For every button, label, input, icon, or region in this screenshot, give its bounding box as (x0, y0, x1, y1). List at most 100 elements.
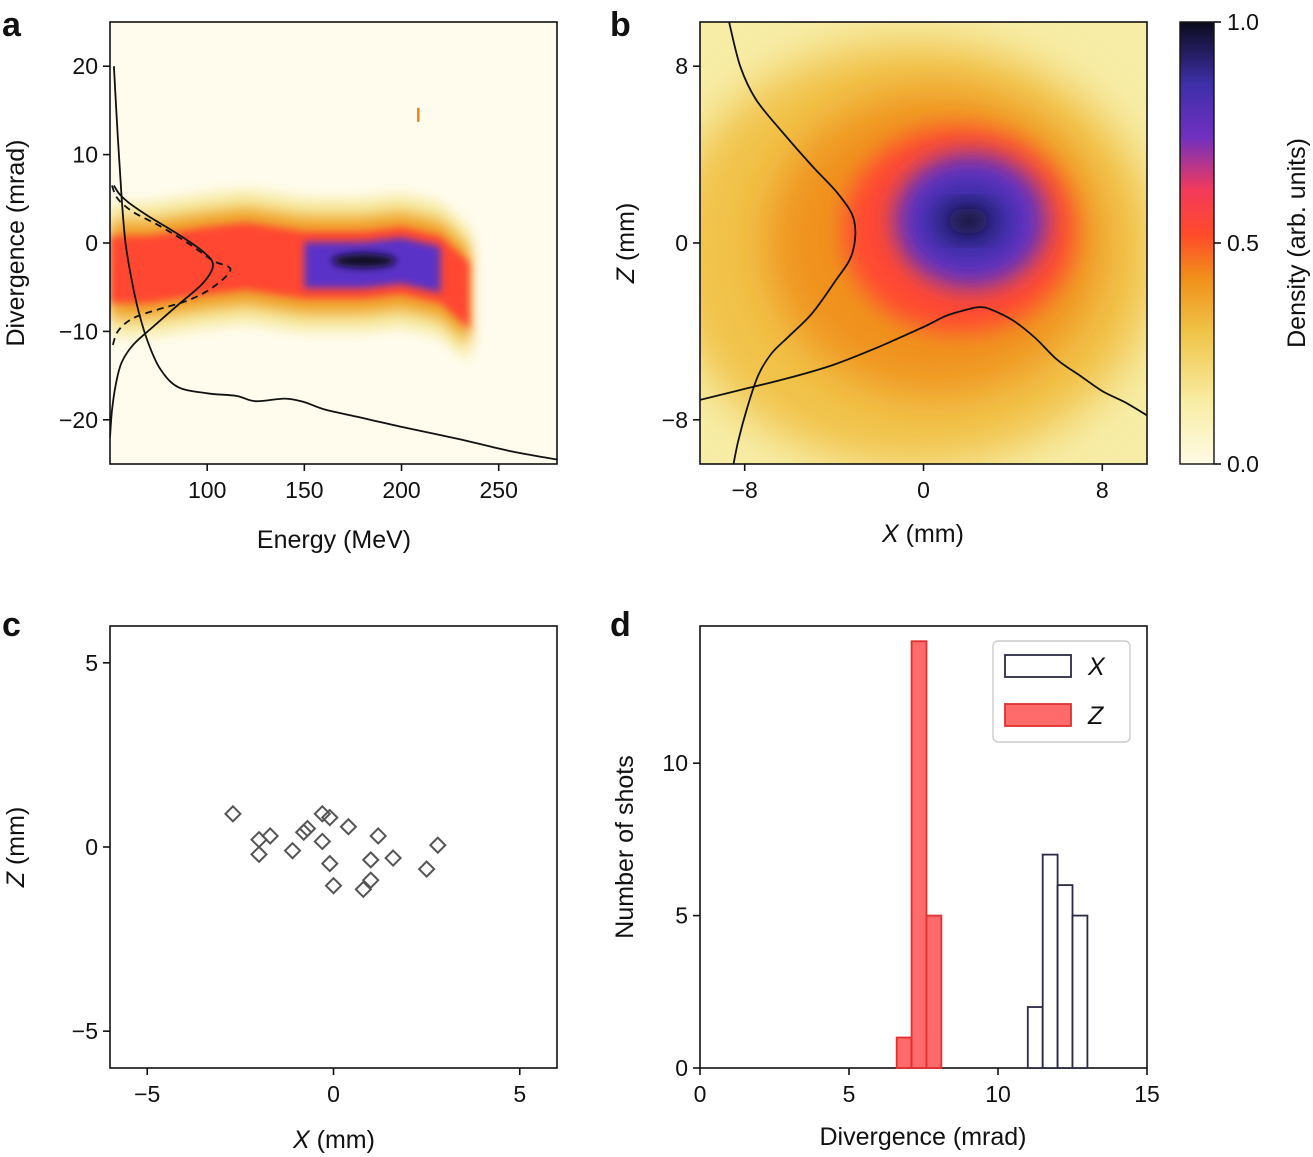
scatter-point (320, 854, 339, 873)
panel-d-divergence-histogram: 0 5 10 15 0 5 10 X Z Divergence (mrad) Number… (611, 625, 1160, 1151)
scatter-point (250, 845, 268, 864)
histogram-bar-z (895, 1036, 913, 1069)
panel-letter-b: b (610, 6, 631, 44)
z-symbol: Z (612, 267, 640, 284)
colorbar-tick-label: 0.5 (1227, 230, 1259, 256)
panel-c-x-ticks: −5 0 5 (134, 1068, 526, 1107)
histogram-bar-x (1041, 853, 1059, 1069)
panel-a-x-tick-label: 200 (382, 477, 420, 503)
z-unit: (mm) (2, 807, 30, 865)
panel-d-y-tick-label: 10 (662, 750, 688, 776)
colorbar-tick-label: 1.0 (1227, 9, 1259, 35)
histogram-bar-x (1056, 884, 1074, 1069)
panel-d-y-ticks: 0 5 10 (662, 750, 700, 1081)
panel-a-y-tick-label: 0 (85, 230, 98, 256)
panel-letter-c: c (2, 606, 21, 644)
histogram-bar-x (1026, 1006, 1044, 1069)
legend-swatch-x (1004, 654, 1072, 678)
x-symbol: X (292, 1126, 311, 1154)
z-symbol: Z (2, 871, 30, 888)
scatter-point (361, 850, 380, 869)
panel-c-y-tick-label: 5 (85, 650, 98, 676)
panel-d-y-label: Number of shots (611, 755, 639, 938)
colorbar: 0.0 0.5 1.0 Density (arb. units) (1179, 9, 1311, 477)
x-symbol: X (881, 520, 900, 548)
heatmap-peak (332, 253, 397, 268)
panel-a-x-tick-label: 150 (285, 477, 323, 503)
scatter-point (324, 876, 343, 895)
panel-d-bars (895, 640, 1089, 1069)
panel-letter-a: a (2, 6, 22, 44)
panel-b-x-ticks: −8 0 8 (732, 464, 1109, 503)
colorbar-ticks: 0.0 0.5 1.0 (1214, 9, 1259, 477)
panel-d-x-tick-label: 15 (1134, 1081, 1160, 1107)
colorbar-gradient (1179, 21, 1215, 465)
panel-a-y-tick-label: 10 (72, 142, 98, 168)
legend-label-x: X (1087, 653, 1106, 681)
panel-b-y-tick-label: 0 (675, 230, 688, 256)
scatter-point (354, 880, 373, 899)
panel-c-frame (109, 625, 558, 1069)
z-unit: (mm) (612, 203, 640, 261)
heatmap-peak (945, 207, 991, 235)
panel-d-x-label: Divergence (mrad) (819, 1123, 1026, 1151)
panel-a-y-ticks: −20 −10 0 10 20 (59, 53, 110, 433)
panel-letter-d: d (610, 606, 631, 644)
panel-c-y-label: Z (mm) (2, 807, 30, 889)
panel-d-x-tick-label: 5 (843, 1081, 856, 1107)
panel-d-y-tick-label: 5 (675, 903, 688, 929)
panel-a-y-label: Divergence (mrad) (2, 139, 30, 346)
scatter-point (224, 804, 242, 823)
scatter-point (428, 836, 447, 855)
panel-b-x-tick-label: 8 (1096, 477, 1109, 503)
panel-a-y-tick-label: −10 (59, 318, 98, 344)
horizontal-profile-curve (700, 306, 1147, 417)
scatter-point (339, 817, 358, 836)
panel-d-y-tick-label: 0 (675, 1055, 688, 1081)
divergence-fit-curve (111, 185, 232, 350)
histogram-bar-z (925, 914, 943, 1069)
panel-b-beam-profile: −8 0 8 −8 0 8 X (mm) Z (mm) (612, 21, 1148, 548)
scatter-point (417, 860, 436, 879)
panel-d-legend: X Z (992, 640, 1131, 743)
histogram-bar-z (910, 640, 928, 1069)
panel-b-y-ticks: −8 0 8 (662, 53, 700, 433)
scatter-point (320, 808, 339, 827)
panel-b-y-tick-label: 8 (675, 53, 688, 79)
panel-c-x-tick-label: 5 (513, 1081, 526, 1107)
divergence-profile-curve (110, 185, 214, 438)
vertical-profile-curve (728, 22, 857, 464)
panel-c-y-tick-label: 0 (85, 834, 98, 860)
x-unit: (mm) (906, 520, 964, 548)
panel-b-y-label: Z (mm) (612, 203, 640, 285)
panel-c-y-ticks: −5 0 5 (72, 650, 110, 1044)
panel-a-y-tick-label: −20 (59, 407, 98, 433)
legend-swatch-z (1004, 703, 1072, 727)
heatmap-artifact (417, 107, 420, 122)
scatter-point (261, 827, 280, 845)
scatter-point (361, 871, 380, 890)
panel-d-x-ticks: 0 5 10 15 (694, 1068, 1160, 1107)
scatter-point (313, 804, 332, 823)
panel-b-heatmap (700, 22, 1147, 464)
histogram-bar-x (1071, 914, 1089, 1069)
energy-spectrum-curve (113, 66, 557, 461)
scatter-point (369, 827, 388, 845)
panel-b-y-tick-label: −8 (662, 407, 688, 433)
scatter-point (283, 841, 302, 860)
panel-c-y-tick-label: −5 (72, 1018, 98, 1044)
panel-c-points (224, 804, 447, 899)
panel-a-x-label: Energy (MeV) (257, 526, 411, 554)
panel-d-x-tick-label: 0 (694, 1081, 707, 1107)
panel-a-energy-divergence: 100 150 200 250 −20 −10 0 10 20 Energy (MeV) Di… (2, 21, 558, 554)
panel-a-x-ticks: 100 150 200 250 (188, 464, 518, 503)
x-unit: (mm) (317, 1126, 375, 1154)
panel-b-x-tick-label: −8 (732, 477, 758, 503)
panel-a-x-tick-label: 100 (188, 477, 226, 503)
panel-a-x-tick-label: 250 (480, 477, 518, 503)
panel-c-x-tick-label: 0 (327, 1081, 340, 1107)
colorbar-label: Density (arb. units) (1283, 138, 1311, 348)
panel-c-pointing-scatter: −5 0 5 −5 0 5 X (mm) Z (mm) (2, 625, 558, 1154)
legend-label-z: Z (1087, 702, 1104, 730)
panel-a-heatmap (110, 66, 557, 461)
